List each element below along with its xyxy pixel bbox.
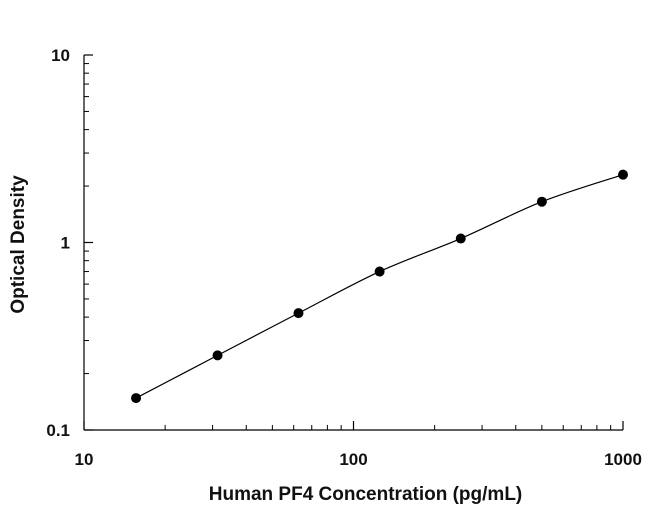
- data-point: [212, 350, 223, 361]
- data-point: [374, 266, 385, 277]
- y-tick-label: 10: [51, 46, 70, 65]
- data-point: [293, 308, 304, 319]
- data-point: [536, 196, 547, 207]
- data-point: [131, 393, 142, 404]
- x-axis-title: Human PF4 Concentration (pg/mL): [209, 484, 523, 505]
- y-axis-title: Optical Density: [8, 175, 29, 314]
- data-point: [618, 169, 628, 180]
- axes: [83, 55, 623, 431]
- data-points: [131, 169, 628, 404]
- y-tick-label: 0.1: [46, 421, 70, 440]
- major-ticks: [83, 54, 624, 431]
- tick-labels: 10 100 1000 0.1 1 10: [46, 46, 642, 469]
- data-point: [455, 233, 466, 244]
- y-tick-label: 1: [61, 234, 70, 253]
- x-tick-label: 10: [75, 450, 94, 469]
- x-tick-label: 100: [339, 450, 367, 469]
- fit-curve: [135, 174, 624, 399]
- x-tick-label: 1000: [604, 450, 642, 469]
- minor-ticks: [84, 63, 612, 430]
